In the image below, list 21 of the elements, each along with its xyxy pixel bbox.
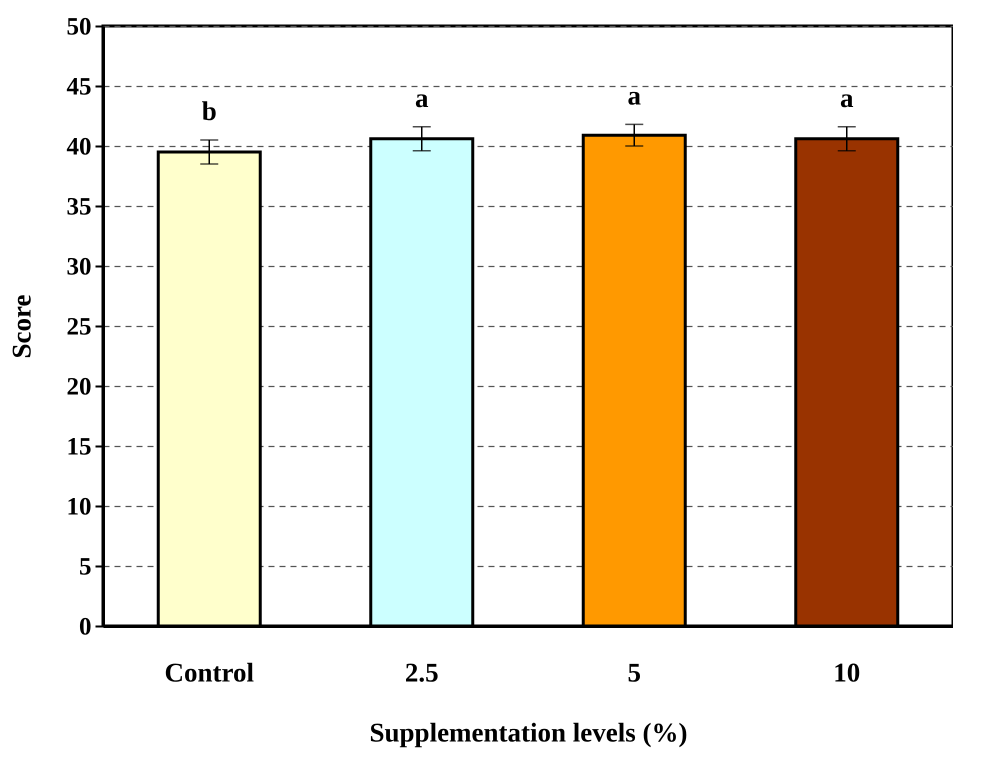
y-tick-label: 15: [66, 434, 92, 460]
y-tick-label: 10: [66, 494, 92, 520]
x-tick-label: 10: [833, 658, 860, 688]
y-tick-label: 50: [66, 14, 92, 40]
y-axis-title: Score: [6, 294, 36, 358]
y-tick-label: 20: [66, 374, 92, 400]
y-tick-label: 40: [66, 134, 92, 160]
annotation: b: [202, 96, 217, 126]
y-tick-label: 30: [66, 254, 92, 280]
annotation: a: [415, 82, 429, 113]
annotation: a: [840, 82, 854, 113]
annotation: a: [628, 80, 642, 110]
y-tick-label: 35: [66, 194, 92, 220]
y-tick-label: 45: [66, 74, 92, 100]
x-tick-label: Control: [164, 658, 254, 688]
x-tick-label: 5: [628, 658, 641, 688]
x-tick-label: 2.5: [404, 658, 439, 688]
y-tick-label: 0: [79, 614, 92, 640]
y-tick-label: 5: [79, 554, 92, 580]
y-tick-label: 25: [66, 314, 92, 340]
x-axis-title: Supplementation levels (%): [369, 718, 688, 748]
